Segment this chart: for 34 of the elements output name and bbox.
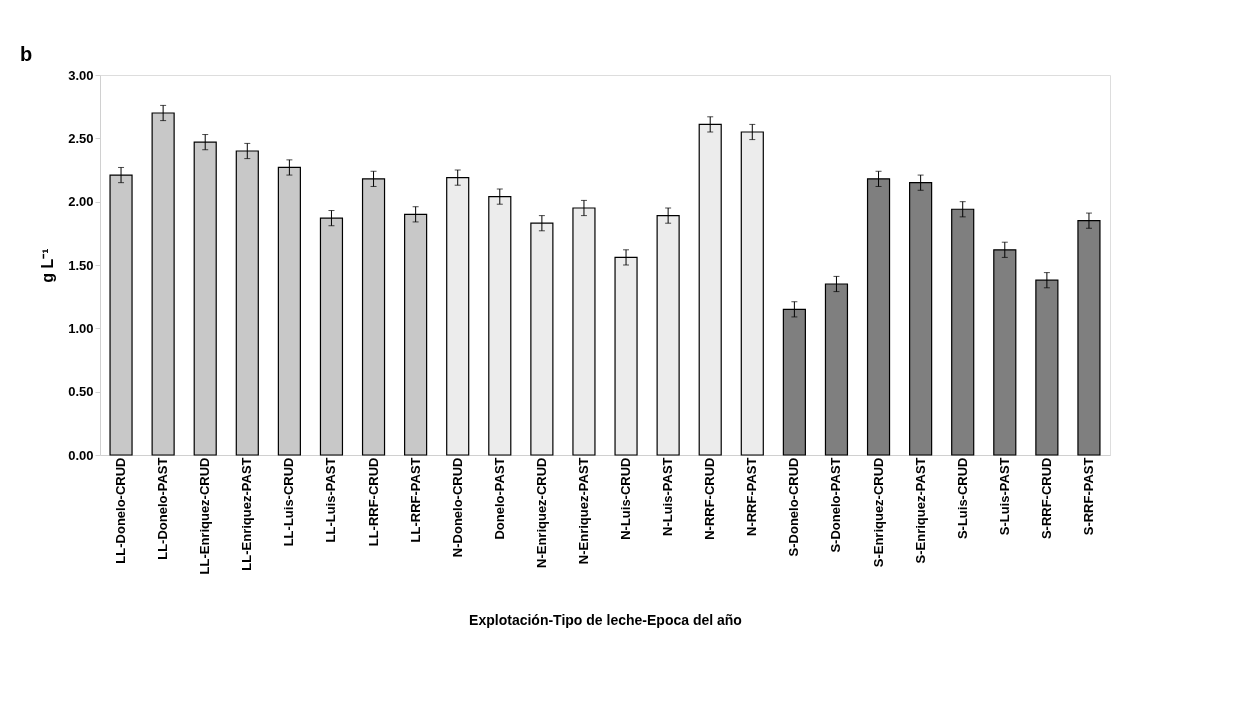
- x-tick-label: LL-Donelo-CRUD: [113, 457, 129, 564]
- x-tick-label: LL-Luis-CRUD: [281, 457, 297, 547]
- x-tick-label: S-Donelo-CRUD: [786, 457, 802, 557]
- x-tick-label: S-RRF-PAST: [1080, 457, 1096, 536]
- y-tick-label: 0.00: [68, 447, 94, 463]
- x-tick-label: N-Enriquez-CRUD: [533, 457, 549, 568]
- y-tick-label: 1.00: [68, 320, 94, 336]
- y-tick-label: 0.50: [68, 384, 94, 400]
- x-tick-label: S-Enriquez-CRUD: [870, 457, 886, 568]
- y-axis-title: g L⁻¹: [39, 248, 57, 283]
- x-tick-label: LL-Donelo-PAST: [155, 457, 171, 560]
- x-tick-label: Donelo-PAST: [491, 457, 507, 540]
- x-tick-label: N-RRF-CRUD: [702, 457, 718, 540]
- x-tick-label: S-Enriquez-PAST: [912, 457, 928, 564]
- x-tick-label: LL-RRF-CRUD: [365, 457, 381, 547]
- x-axis-title: Explotación-Tipo de leche-Epoca del año: [469, 612, 742, 629]
- x-tick-label: N-Luis-CRUD: [618, 457, 634, 540]
- x-tick-label: N-Enriquez-PAST: [575, 457, 591, 565]
- x-tick-label: S-Donelo-PAST: [828, 457, 844, 553]
- x-tick-label: LL-Enriquez-PAST: [239, 457, 255, 571]
- x-tick-label: S-RRF-CRUD: [1038, 457, 1054, 540]
- y-tick-label: 2.50: [68, 130, 94, 146]
- y-tick-label: 3.00: [68, 67, 94, 83]
- text: b: [20, 43, 33, 65]
- y-tick-label: 1.50: [68, 257, 94, 273]
- x-tick-label: LL-RRF-PAST: [407, 457, 423, 543]
- x-tick-label: LL-Enriquez-CRUD: [197, 457, 213, 575]
- y-tick-label: 2.00: [68, 194, 94, 210]
- x-tick-label: N-Luis-PAST: [660, 457, 676, 536]
- x-tick-label: LL-Luis-PAST: [323, 457, 339, 543]
- x-tick-label: N-RRF-PAST: [744, 457, 760, 536]
- x-tick-label: S-Luis-PAST: [996, 457, 1012, 536]
- x-tick-label: S-Luis-CRUD: [954, 457, 970, 540]
- x-tick-label: N-Donelo-CRUD: [449, 457, 465, 558]
